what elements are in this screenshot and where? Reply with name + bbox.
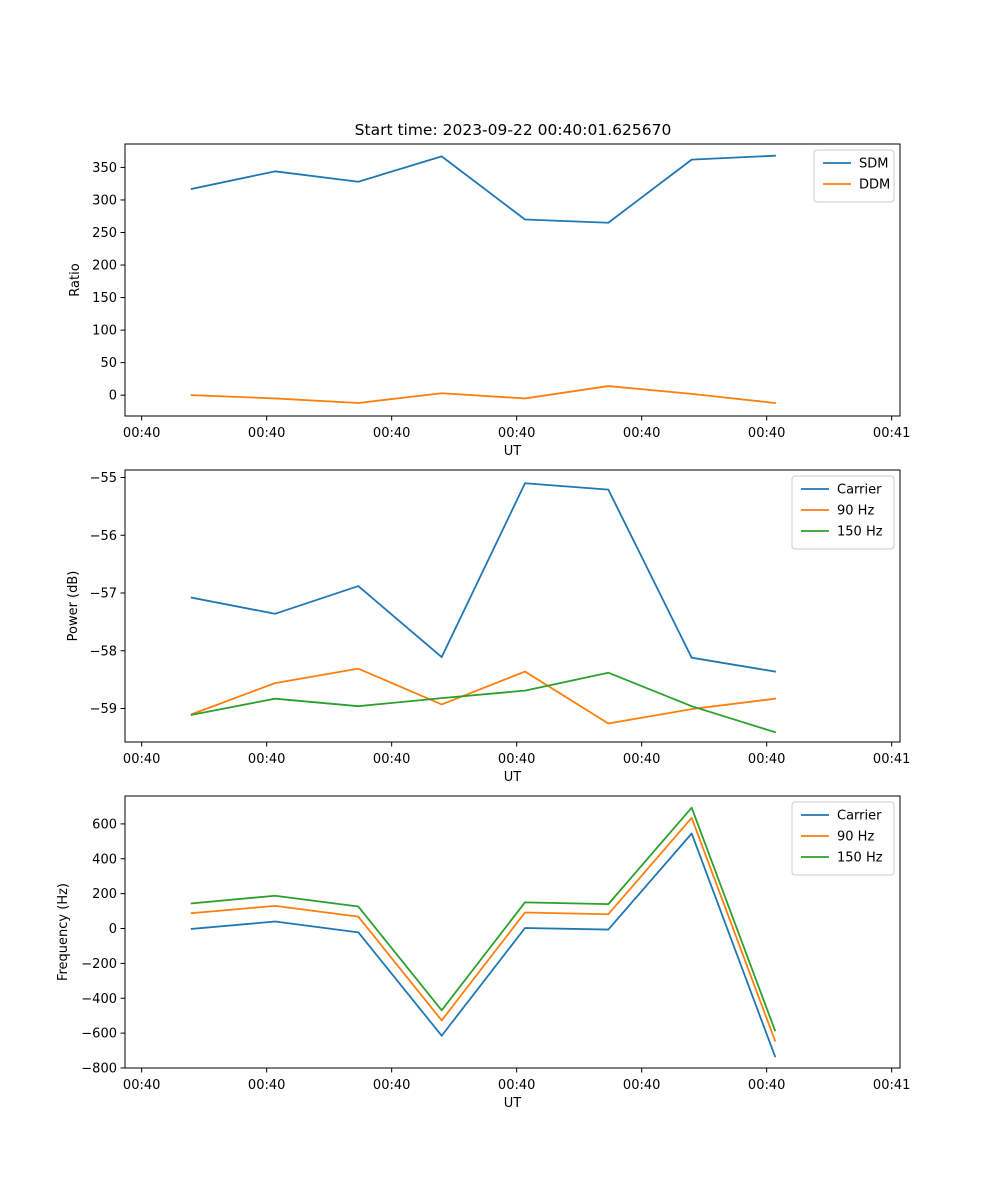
frequency-y-tick-label: 200 <box>92 887 117 902</box>
ratio-legend: SDM DDM <box>813 149 895 203</box>
ratio-x-tick-label: 00:40 <box>748 426 785 441</box>
ratio-y-tick-label: 300 <box>92 193 117 208</box>
frequency-x-axis-label: UT <box>504 1096 522 1111</box>
frequency-y-tick-label: −400 <box>81 992 117 1007</box>
frequency-panel: 00:40 00:40 00:40 00:40 00:40 00:40 00:41 −800 −… <box>56 795 910 1111</box>
power-series-line-90-hz <box>190 667 777 725</box>
ratio-y-tick-label: 50 <box>100 356 117 371</box>
ratio-x-tick-label: 00:40 <box>373 426 410 441</box>
power-y-tick-label: −58 <box>90 644 117 659</box>
ratio-y-axis-label: Ratio <box>68 263 83 296</box>
frequency-legend-label-150-hz: 150 Hz <box>837 851 883 866</box>
ratio-x-tick-label: 00:40 <box>123 426 160 441</box>
frequency-x-tick-label: 00:40 <box>123 1078 160 1093</box>
power-legend: Carrier 90 Hz 150 Hz <box>791 475 895 550</box>
power-x-tick-label: 00:40 <box>373 752 410 767</box>
ratio-y-tick-label: 200 <box>92 259 117 274</box>
frequency-y-tick-label: −600 <box>81 1027 117 1042</box>
power-x-axis-label: UT <box>504 770 522 785</box>
ratio-legend-label-ddm: DDM <box>859 178 890 193</box>
frequency-series-line-90-hz <box>190 816 777 1042</box>
frequency-x-tick-label: 00:40 <box>623 1078 660 1093</box>
power-panel: 00:40 00:40 00:40 00:40 00:40 00:40 00:41 −59 −5… <box>66 469 910 785</box>
ratio-x-tick-label: 00:40 <box>248 426 285 441</box>
power-y-axis-label: Power (dB) <box>66 571 81 642</box>
power-x-tick-label: 00:41 <box>873 752 910 767</box>
frequency-y-axis-label: Frequency (Hz) <box>56 883 71 981</box>
ratio-y-tick-label: 250 <box>92 226 117 241</box>
frequency-series-line-carrier <box>190 832 777 1058</box>
power-x-tick-label: 00:40 <box>748 752 785 767</box>
power-y-tick-label: −57 <box>90 587 117 602</box>
ratio-legend-label-sdm: SDM <box>859 157 888 172</box>
frequency-x-tick-label: 00:40 <box>248 1078 285 1093</box>
frequency-x-tick-label: 00:41 <box>873 1078 910 1093</box>
frequency-axes-frame <box>124 795 901 1069</box>
ratio-x-tick-label: 00:40 <box>498 426 535 441</box>
figure-title: Start time: 2023-09-22 00:40:01.625670 <box>355 121 672 139</box>
frequency-y-tick-label: 600 <box>92 817 117 832</box>
ratio-x-tick-label: 00:40 <box>623 426 660 441</box>
frequency-x-tick-label: 00:40 <box>373 1078 410 1093</box>
frequency-legend-label-90-hz: 90 Hz <box>837 830 874 845</box>
power-y-tick-label: −55 <box>90 471 117 486</box>
ratio-y-tick-label: 0 <box>109 389 117 404</box>
power-y-tick-label: −56 <box>90 529 117 544</box>
power-legend-label-carrier: Carrier <box>837 483 882 498</box>
frequency-y-tick-label: −800 <box>81 1062 117 1077</box>
power-x-tick-label: 00:40 <box>123 752 160 767</box>
power-x-tick-label: 00:40 <box>498 752 535 767</box>
frequency-legend-label-carrier: Carrier <box>837 809 882 824</box>
frequency-legend: Carrier 90 Hz 150 Hz <box>791 801 895 876</box>
power-legend-label-90-hz: 90 Hz <box>837 504 874 519</box>
frequency-y-tick-label: 400 <box>92 852 117 867</box>
power-y-tick-label: −59 <box>90 702 117 717</box>
ratio-y-tick-label: 100 <box>92 324 117 339</box>
frequency-y-tick-label: −200 <box>81 957 117 972</box>
ratio-axes-frame <box>124 143 901 417</box>
ratio-x-tick-label: 00:41 <box>873 426 910 441</box>
power-legend-label-150-hz: 150 Hz <box>837 525 883 540</box>
frequency-series-line-150-hz <box>190 806 777 1032</box>
power-x-tick-label: 00:40 <box>248 752 285 767</box>
power-series-line-carrier <box>190 482 777 673</box>
ratio-x-axis-label: UT <box>504 444 522 459</box>
ratio-series-line-sdm <box>190 154 776 224</box>
ratio-y-tick-label: 350 <box>92 161 117 176</box>
power-x-tick-label: 00:40 <box>623 752 660 767</box>
ratio-y-tick-label: 150 <box>92 291 117 306</box>
power-series-line-150-hz <box>190 671 777 734</box>
ratio-series-line-ddm <box>190 385 776 404</box>
power-axes-frame <box>124 469 901 743</box>
frequency-x-tick-label: 00:40 <box>748 1078 785 1093</box>
ratio-panel: 00:40 00:40 00:40 00:40 00:40 00:40 00:41 0 50 10… <box>68 143 910 459</box>
frequency-x-tick-label: 00:40 <box>498 1078 535 1093</box>
frequency-y-tick-label: 0 <box>109 922 117 937</box>
